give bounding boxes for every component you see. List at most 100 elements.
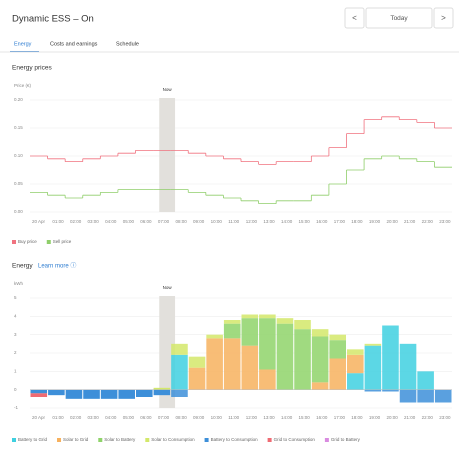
x-tick-label: 14:00 — [281, 219, 293, 224]
tab[interactable]: Schedule — [116, 41, 139, 47]
x-tick-label: 22:00 — [422, 219, 434, 224]
bar-segment — [223, 338, 241, 390]
x-tick-label: 12:00 — [246, 415, 258, 420]
tab[interactable]: Energy — [14, 41, 32, 47]
y-tick-label: 5 — [14, 295, 17, 300]
x-tick-label: 02:00 — [70, 219, 82, 224]
step-connector — [47, 156, 435, 204]
legend-swatch — [12, 438, 16, 442]
x-tick-label: 03:00 — [88, 219, 100, 224]
bar-segment — [347, 349, 364, 355]
bar-segment — [294, 329, 311, 390]
x-tick-label: 01:00 — [52, 415, 64, 420]
bar-segment — [171, 389, 188, 397]
date-button[interactable] — [365, 7, 433, 29]
bar-segment — [347, 354, 364, 374]
prev-button[interactable] — [344, 7, 365, 29]
bar-segment — [223, 323, 241, 339]
bar-segment — [382, 389, 399, 392]
step-connector — [47, 116, 435, 165]
bar-segment — [382, 325, 399, 390]
x-tick-label: 10:00 — [211, 415, 223, 420]
bar-segment — [188, 367, 206, 390]
x-tick-label: 15:00 — [299, 219, 311, 224]
y-tick-label: 1 — [14, 369, 17, 374]
bar-segment — [241, 318, 259, 346]
x-tick-label: 13:00 — [263, 219, 275, 224]
bar-segment — [241, 314, 259, 319]
x-tick-label: 11:00 — [228, 415, 239, 420]
bar-segment — [364, 343, 382, 346]
x-tick-label: 15:00 — [299, 415, 311, 420]
bar-segment — [311, 329, 329, 337]
legend-label: Grid to Battery — [331, 437, 361, 442]
x-tick-label: 17:00 — [334, 219, 346, 224]
x-tick-label: 04:00 — [105, 415, 117, 420]
bar-segment — [329, 358, 346, 390]
y-tick-label: 0 — [14, 387, 17, 392]
bar-segment — [364, 389, 382, 392]
date-label[interactable]: Today — [390, 15, 408, 22]
x-tick-label: 18:00 — [351, 219, 363, 224]
legend-label: Buy price — [18, 239, 37, 244]
bar-segment — [241, 345, 259, 390]
x-tick-label: 09:00 — [193, 219, 205, 224]
y-tick-label: 0.05 — [14, 181, 23, 186]
bar-segment — [417, 371, 434, 390]
y-axis-label: kWh — [14, 281, 23, 286]
x-tick-label: 17:00 — [334, 415, 346, 420]
bar-segment — [188, 356, 206, 368]
learn-more-link[interactable]: Learn more ⓘ — [38, 262, 76, 270]
x-tick-label: 09:00 — [193, 415, 205, 420]
x-tick-label: 22:00 — [422, 415, 434, 420]
x-tick-label: 08:00 — [175, 415, 187, 420]
next-label[interactable]: > — [441, 14, 446, 23]
x-tick-label: 20 Apr — [32, 415, 46, 420]
bar-segment — [30, 389, 48, 394]
y-tick-label: -1 — [14, 405, 18, 410]
bar-segment — [417, 389, 434, 403]
legend-swatch — [57, 438, 62, 442]
x-tick-label: 16:00 — [316, 219, 328, 224]
x-tick-label: 05:00 — [123, 219, 135, 224]
bar-segment — [259, 318, 276, 370]
legend-label: Battery to Consumption — [211, 437, 259, 442]
bar-segment — [206, 334, 223, 339]
now-label: Now — [163, 285, 173, 290]
y-tick-label: 3 — [14, 332, 17, 337]
bar-segment — [347, 373, 364, 390]
legend-label: Grid to Consumption — [274, 437, 316, 442]
x-tick-label: 21:00 — [404, 415, 416, 420]
bar-segment — [434, 389, 452, 403]
bar-segment — [399, 343, 417, 390]
bar-segment — [118, 389, 135, 399]
prev-label[interactable]: < — [352, 14, 357, 23]
section-title: Energy — [12, 263, 33, 270]
bar-segment — [48, 389, 65, 396]
legend-swatch — [204, 438, 209, 442]
bar-segment — [83, 389, 100, 399]
section-title: Energy prices — [12, 65, 52, 72]
bar-segment — [329, 340, 346, 359]
bar-segment — [399, 389, 417, 403]
tab[interactable]: Costs and earnings — [50, 41, 98, 47]
legend-swatch — [145, 438, 150, 442]
bar-segment — [65, 389, 83, 399]
legend-label: Solar to Battery — [104, 437, 136, 442]
x-tick-label: 08:00 — [175, 219, 187, 224]
bar-segment — [136, 389, 153, 397]
bar-segment — [259, 369, 276, 390]
next-button[interactable] — [433, 7, 454, 29]
y-tick-label: 4 — [14, 314, 17, 319]
bar-segment — [153, 387, 171, 390]
y-tick-label: 0.10 — [14, 153, 23, 158]
x-tick-label: 20:00 — [386, 219, 398, 224]
x-tick-label: 06:00 — [140, 219, 152, 224]
now-band — [159, 296, 176, 408]
legend-label: Battery to Grid — [18, 437, 48, 442]
now-label: Now — [163, 87, 173, 92]
x-tick-label: 13:00 — [263, 415, 275, 420]
bar-segment — [276, 323, 294, 390]
bar-segment — [276, 318, 294, 324]
